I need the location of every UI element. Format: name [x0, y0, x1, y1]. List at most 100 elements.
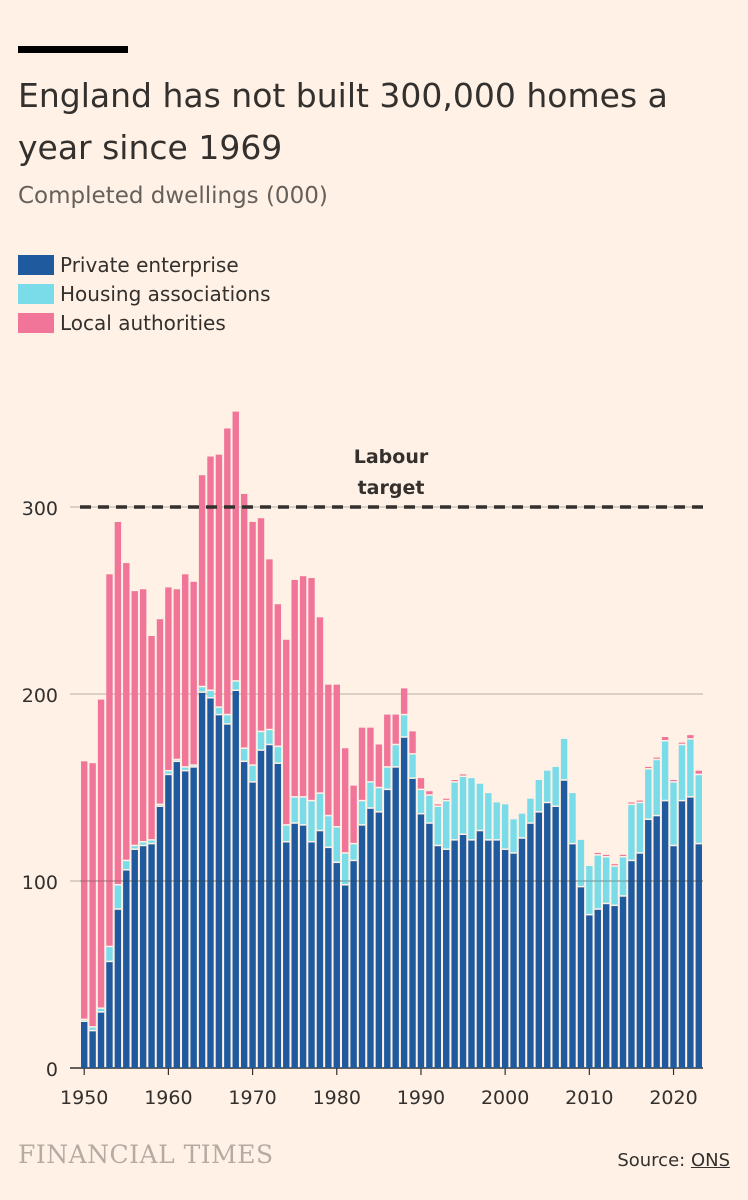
bar-local-authorities-1970 — [249, 521, 256, 766]
bar-private-enterprise-1982 — [350, 860, 357, 1068]
bar-private-enterprise-1992 — [434, 845, 442, 1068]
bar-housing-associations-2022 — [687, 738, 694, 797]
x-tick-label-1950: 1950 — [60, 1087, 108, 1109]
bar-housing-associations-1978 — [316, 793, 324, 831]
bar-housing-associations-1988 — [400, 714, 408, 738]
bar-local-authorities-1960 — [165, 587, 172, 771]
bar-housing-associations-1991 — [426, 794, 433, 824]
bar-housing-associations-2016 — [636, 802, 644, 853]
bar-local-authorities-2019 — [661, 737, 669, 741]
bar-housing-associations-2020 — [670, 781, 677, 846]
bar-local-authorities-1957 — [139, 589, 147, 842]
bar-private-enterprise-1970 — [249, 781, 256, 1068]
bar-private-enterprise-2003 — [527, 823, 534, 1068]
bar-private-enterprise-1976 — [299, 824, 307, 1068]
bar-housing-associations-1972 — [266, 729, 273, 745]
bar-local-authorities-1963 — [190, 581, 197, 766]
bar-housing-associations-2006 — [552, 766, 559, 807]
bar-local-authorities-2018 — [653, 757, 660, 760]
bar-private-enterprise-2008 — [569, 843, 576, 1068]
legend-swatch-housing — [18, 283, 54, 304]
bar-local-authorities-1992 — [434, 804, 442, 807]
bar-local-authorities-2023 — [695, 770, 702, 775]
y-tick-label-200: 200 — [22, 685, 58, 707]
bar-housing-associations-2018 — [653, 759, 660, 816]
bar-local-authorities-1950 — [81, 761, 88, 1020]
bar-private-enterprise-1967 — [224, 723, 231, 1068]
bar-local-authorities-2013 — [611, 864, 618, 867]
bar-local-authorities-2021 — [678, 742, 686, 745]
bar-housing-associations-1970 — [249, 765, 256, 782]
bar-housing-associations-1976 — [299, 796, 307, 825]
bar-private-enterprise-2020 — [670, 845, 677, 1068]
bar-local-authorities-1984 — [367, 727, 374, 782]
bar-local-authorities-2011 — [594, 852, 601, 855]
bar-local-authorities-1988 — [400, 688, 408, 715]
bar-housing-associations-2017 — [645, 768, 652, 820]
legend-item-private: Private enterprise — [18, 250, 271, 279]
bar-housing-associations-2003 — [527, 798, 534, 824]
bar-private-enterprise-1998 — [485, 839, 492, 1068]
bar-private-enterprise-2019 — [661, 800, 669, 1068]
bar-local-authorities-1969 — [240, 493, 248, 749]
bar-private-enterprise-2023 — [695, 843, 702, 1068]
bar-private-enterprise-2021 — [678, 800, 686, 1068]
legend-item-local: Local authorities — [18, 308, 271, 337]
bar-local-authorities-1971 — [257, 518, 265, 732]
bar-private-enterprise-1972 — [266, 744, 273, 1068]
bar-private-enterprise-1951 — [89, 1030, 96, 1068]
bar-local-authorities-1954 — [114, 521, 122, 885]
bar-housing-associations-1961 — [173, 759, 181, 762]
bar-local-authorities-1953 — [106, 574, 113, 947]
y-tick-label-300: 300 — [22, 498, 58, 520]
bar-local-authorities-1989 — [409, 731, 416, 754]
bar-local-authorities-1968 — [232, 411, 239, 681]
bar-private-enterprise-1963 — [190, 766, 197, 1068]
chart-subtitle: Completed dwellings (000) — [18, 183, 328, 209]
legend-label-private: Private enterprise — [60, 252, 239, 277]
bar-local-authorities-1975 — [291, 579, 298, 797]
bar-housing-associations-2008 — [569, 793, 576, 844]
bar-housing-associations-1974 — [283, 824, 290, 842]
legend-label-housing: Housing associations — [60, 281, 271, 306]
bar-housing-associations-2011 — [594, 854, 601, 910]
bar-private-enterprise-1993 — [443, 849, 450, 1068]
target-label-line1: Labour — [354, 446, 429, 468]
bar-housing-associations-1962 — [182, 766, 189, 771]
x-tick-label-1970: 1970 — [228, 1087, 276, 1109]
bar-housing-associations-1994 — [451, 781, 458, 840]
bar-private-enterprise-2018 — [653, 815, 660, 1068]
bar-housing-associations-2013 — [611, 866, 618, 906]
bar-housing-associations-2023 — [695, 774, 702, 844]
bar-local-authorities-1965 — [207, 456, 214, 691]
source-note: Source: ONS — [617, 1150, 730, 1171]
bar-private-enterprise-1984 — [367, 808, 374, 1068]
bar-housing-associations-1966 — [215, 707, 223, 715]
bar-private-enterprise-1960 — [165, 774, 172, 1068]
x-tick-label-2010: 2010 — [565, 1087, 613, 1109]
bar-housing-associations-1956 — [131, 845, 138, 850]
bar-private-enterprise-1974 — [283, 841, 290, 1068]
bar-housing-associations-1965 — [207, 690, 214, 698]
legend-swatch-private — [18, 254, 54, 275]
bar-private-enterprise-1950 — [81, 1021, 88, 1068]
bar-private-enterprise-2006 — [552, 806, 559, 1068]
bar-local-authorities-2012 — [602, 854, 610, 857]
bar-private-enterprise-1959 — [156, 806, 164, 1068]
x-tick-label-1990: 1990 — [397, 1087, 445, 1109]
chart-legend: Private enterprise Housing associations … — [18, 250, 271, 337]
bar-local-authorities-1964 — [198, 475, 206, 687]
bar-housing-associations-2000 — [501, 804, 509, 850]
bar-private-enterprise-1954 — [114, 909, 122, 1068]
bar-private-enterprise-1966 — [215, 714, 223, 1068]
bar-local-authorities-1993 — [443, 798, 450, 801]
bar-housing-associations-2014 — [619, 856, 627, 896]
bar-private-enterprise-1968 — [232, 690, 239, 1068]
bar-housing-associations-1958 — [148, 839, 155, 844]
source-link[interactable]: ONS — [690, 1150, 730, 1171]
bar-housing-associations-2001 — [510, 819, 517, 853]
bar-housing-associations-1957 — [139, 841, 147, 846]
bar-private-enterprise-1958 — [148, 843, 155, 1068]
bar-housing-associations-1983 — [358, 800, 366, 825]
bar-local-authorities-1987 — [392, 714, 399, 745]
